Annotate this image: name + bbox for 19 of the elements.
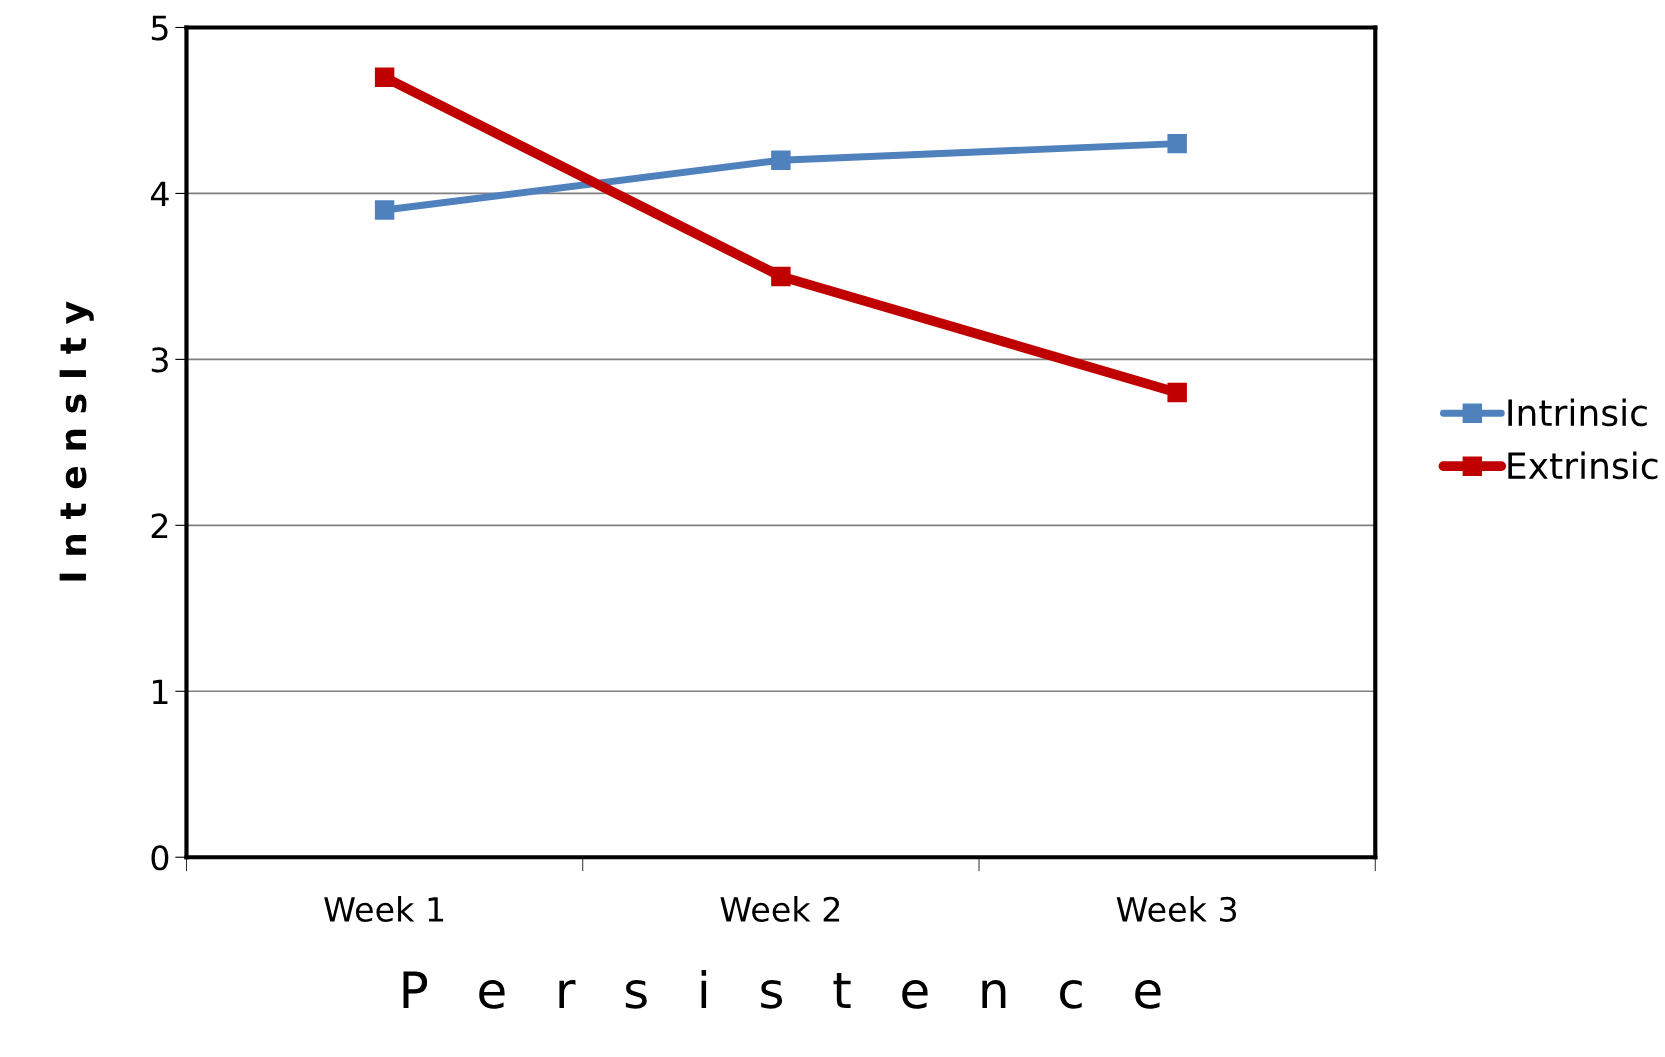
legend-label: Intrinsic	[1508, 398, 1647, 427]
y-tick-label: 3	[151, 347, 168, 373]
y-tick-label: 1	[152, 679, 168, 704]
x-tick-label: Week 2	[720, 896, 840, 922]
x-tick-label: Week 1	[324, 896, 444, 922]
point	[771, 266, 791, 287]
y-tick-label: 4	[150, 181, 169, 207]
x-tick-label: Week 3	[1116, 896, 1237, 922]
y-tick-label: 5	[151, 15, 168, 41]
point	[771, 150, 791, 170]
legend-label: Extrinsic	[1508, 451, 1658, 480]
y-tick-label: 0	[151, 845, 169, 871]
y-axis-title: I n t e n s I t y	[59, 301, 94, 581]
x-axis-title: P e r s i s t e n c e	[403, 970, 1161, 1009]
point	[1167, 133, 1187, 154]
point	[374, 200, 395, 220]
point	[374, 67, 395, 87]
y-tick-label: 2	[151, 513, 168, 538]
point	[1167, 382, 1187, 403]
